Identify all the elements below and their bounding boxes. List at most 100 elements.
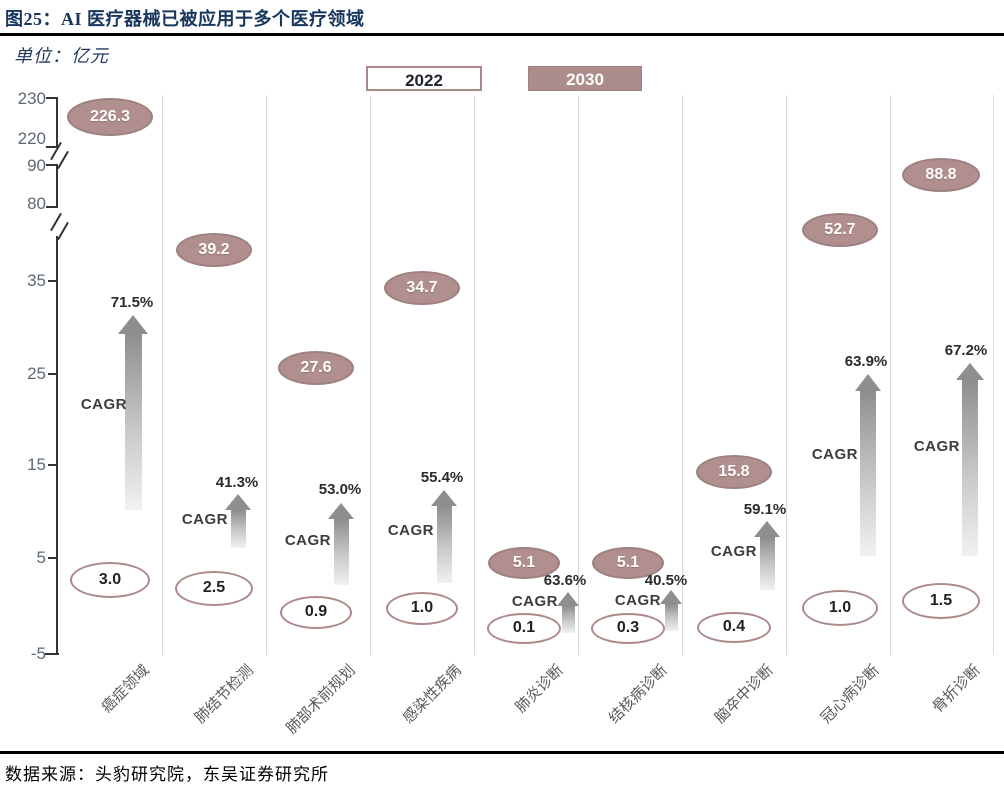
value-oval-2022: 1.0 <box>802 590 878 626</box>
y-tick-label: -5 <box>30 644 46 663</box>
cagr-arrow-body <box>230 510 246 548</box>
cagr-arrow-head <box>754 521 780 537</box>
cagr-text: CAGR <box>811 446 858 463</box>
cagr-arrow-head <box>557 592 579 606</box>
y-axis-tick <box>48 464 57 466</box>
category-separator-line <box>786 95 787 655</box>
category-separator-line <box>370 95 371 655</box>
y-axis-segment <box>56 164 58 208</box>
value-oval-2030: 27.6 <box>278 351 354 385</box>
y-axis-tick <box>48 557 57 559</box>
cagr-text: CAGR <box>614 592 661 609</box>
cagr-arrow-head <box>328 503 354 519</box>
y-axis-cap <box>45 653 59 655</box>
value-oval-2030: 52.7 <box>802 213 878 247</box>
cagr-arrow-body <box>124 334 142 510</box>
cagr-arrow <box>328 503 354 585</box>
y-axis-cap <box>46 146 58 148</box>
y-tick-label: 80 <box>27 194 46 213</box>
cagr-arrow-body <box>436 506 452 583</box>
cagr-text: CAGR <box>181 511 228 528</box>
cagr-arrow-body <box>664 604 678 631</box>
cagr-arrow <box>855 374 882 556</box>
cagr-percent-label: 55.4% <box>420 469 464 486</box>
cagr-percent-label: 67.2% <box>944 342 988 359</box>
legend-2022-label: 2022 <box>405 71 443 90</box>
legend-2030: 2030 <box>528 66 642 91</box>
y-axis-cap <box>46 206 58 208</box>
value-oval-2030: 34.7 <box>384 271 460 305</box>
category-separator-line <box>682 95 683 655</box>
cagr-percent-label: 63.9% <box>844 353 888 370</box>
category-separator-line <box>993 95 994 655</box>
y-axis-tick <box>48 373 57 375</box>
value-oval-2022: 3.0 <box>70 562 150 598</box>
y-tick-label: 220 <box>17 129 46 148</box>
value-oval-2022: 0.4 <box>697 611 771 643</box>
value-oval-2022: 0.1 <box>487 612 561 644</box>
cagr-arrow-head <box>956 363 984 380</box>
unit-label: 单位：亿元 <box>14 46 109 66</box>
y-axis-tick <box>48 280 57 282</box>
value-oval-2022: 0.3 <box>591 612 665 644</box>
figure-title: 图25：AI 医疗器械已被应用于多个医疗领域 <box>5 9 365 29</box>
title-divider <box>0 33 1004 36</box>
bottom-divider <box>0 751 1004 754</box>
cagr-percent-label: 71.5% <box>110 294 154 311</box>
cagr-arrow-body <box>333 519 349 585</box>
y-tick-label: 25 <box>27 364 46 383</box>
cagr-arrow-head <box>431 490 457 506</box>
cagr-arrow-body <box>962 380 978 556</box>
category-separator-line <box>890 95 891 655</box>
value-oval-2022: 1.5 <box>902 583 980 619</box>
category-separator-line <box>266 95 267 655</box>
cagr-arrow-head <box>225 494 251 510</box>
value-oval-2030: 226.3 <box>67 98 153 136</box>
value-oval-2030: 15.8 <box>696 455 772 489</box>
cagr-percent-label: 41.3% <box>215 474 259 491</box>
cagr-percent-label: 40.5% <box>644 572 688 589</box>
value-oval-2022: 0.9 <box>280 595 352 629</box>
legend-2022: 2022 <box>366 66 482 91</box>
cagr-percent-label: 59.1% <box>743 501 787 518</box>
category-separator-line <box>162 95 163 655</box>
cagr-arrow-body <box>860 391 876 556</box>
y-tick-label: 90 <box>27 156 46 175</box>
value-oval-2022: 1.0 <box>386 591 458 625</box>
y-axis-break-mark <box>57 150 69 170</box>
category-separator-line <box>474 95 475 655</box>
y-tick-label: 15 <box>27 455 46 474</box>
y-tick-label: 35 <box>27 271 46 290</box>
value-oval-2030: 39.2 <box>176 233 252 267</box>
cagr-arrow <box>225 494 251 548</box>
value-oval-2022: 2.5 <box>175 570 253 606</box>
cagr-percent-label: 53.0% <box>318 481 362 498</box>
cagr-arrow-head <box>855 374 881 391</box>
cagr-arrow <box>118 315 148 510</box>
cagr-text: CAGR <box>913 438 960 455</box>
legend-2030-label: 2030 <box>566 70 604 89</box>
cagr-text: CAGR <box>284 532 331 549</box>
cagr-text: CAGR <box>710 543 757 560</box>
y-tick-label: 230 <box>17 89 46 108</box>
source-note: 数据来源：头豹研究院，东吴证券研究所 <box>5 765 329 784</box>
y-axis-break-mark <box>57 221 69 241</box>
cagr-arrow-head <box>660 590 682 604</box>
y-axis-segment <box>56 97 58 148</box>
y-axis-cap <box>46 97 58 99</box>
value-oval-2030: 5.1 <box>592 547 664 579</box>
cagr-percent-label: 63.6% <box>543 572 587 589</box>
category-separator-line <box>578 95 579 655</box>
y-axis-break-mark <box>50 212 62 232</box>
cagr-arrow <box>754 521 780 590</box>
cagr-text: CAGR <box>511 593 558 610</box>
value-oval-2030: 5.1 <box>488 547 560 579</box>
cagr-text: CAGR <box>387 522 434 539</box>
cagr-arrow <box>431 490 457 583</box>
value-oval-2030: 88.8 <box>902 158 980 192</box>
cagr-arrow <box>956 363 984 556</box>
y-axis-cap <box>46 164 58 166</box>
cagr-arrow <box>660 590 682 631</box>
cagr-arrow-head <box>118 315 148 334</box>
